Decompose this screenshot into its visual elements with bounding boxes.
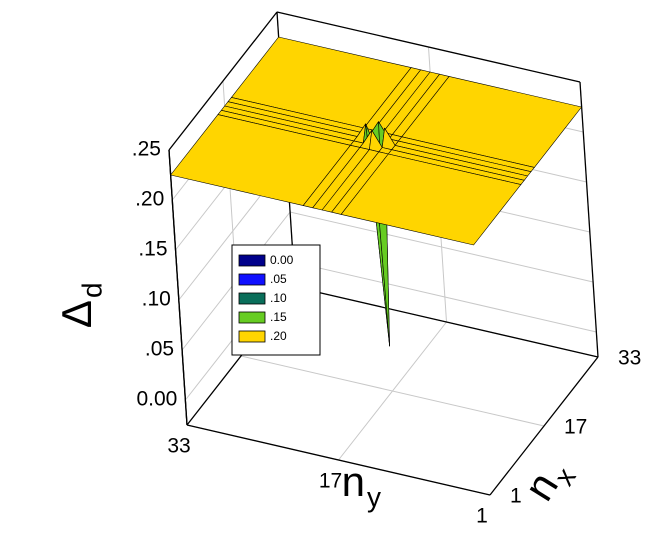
box-edge bbox=[168, 11, 278, 151]
box-edge bbox=[168, 149, 188, 426]
x-tick-label: 1 bbox=[510, 485, 522, 508]
z-tick-label: .15 bbox=[138, 238, 167, 261]
legend-label: .05 bbox=[270, 272, 287, 286]
legend-swatch bbox=[238, 254, 266, 267]
box-edge bbox=[489, 356, 599, 496]
z-tick-label: .20 bbox=[135, 188, 164, 211]
box-edge bbox=[186, 424, 491, 496]
legend-label: 0.00 bbox=[270, 253, 294, 267]
legend-label: .10 bbox=[270, 291, 287, 305]
y-axis-title-sub: y bbox=[367, 481, 381, 512]
legend-swatch bbox=[238, 311, 266, 324]
y-axis-title-main: n bbox=[342, 458, 365, 505]
z-tick-label: .05 bbox=[145, 338, 174, 361]
y-tick-label: 33 bbox=[167, 435, 190, 458]
y-tick-label: 1 bbox=[476, 505, 488, 528]
box-edge bbox=[579, 81, 599, 358]
legend-swatch bbox=[238, 292, 266, 305]
x-tick-label: 17 bbox=[564, 416, 587, 439]
z-tick-label: 0.00 bbox=[136, 388, 177, 411]
legend-label: .15 bbox=[270, 310, 287, 324]
box-edge bbox=[294, 286, 599, 358]
legend-swatch bbox=[238, 330, 266, 343]
legend-label: .20 bbox=[270, 329, 287, 343]
z-tick-label: .10 bbox=[142, 288, 171, 311]
x-axis-title: nx bbox=[515, 463, 582, 509]
y-tick-label: 17 bbox=[319, 470, 342, 493]
box-edge bbox=[276, 11, 581, 83]
surface-cell bbox=[340, 153, 522, 246]
z-axis-title-sub: d bbox=[76, 282, 107, 298]
x-tick-label: 33 bbox=[618, 347, 641, 370]
legend-swatch bbox=[238, 273, 266, 286]
z-axis-title: Δd bbox=[53, 282, 107, 328]
z-tick-label: .25 bbox=[132, 138, 161, 161]
z-axis-title-main: Δ bbox=[53, 300, 100, 328]
